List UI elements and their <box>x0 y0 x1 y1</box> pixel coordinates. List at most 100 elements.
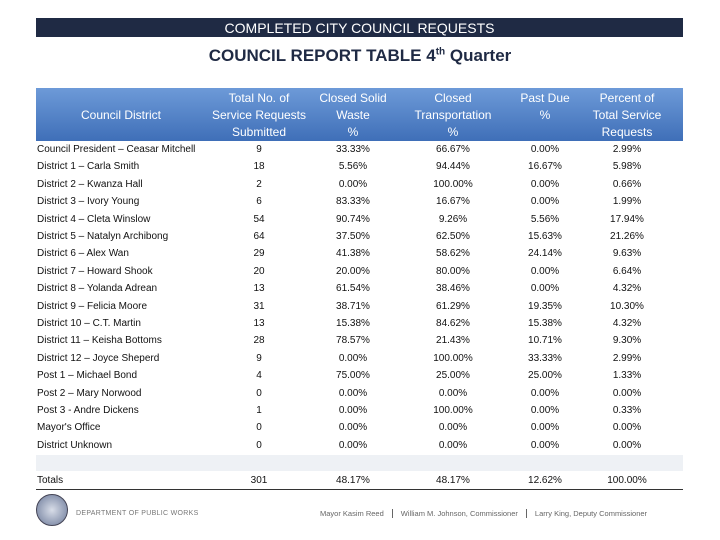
cell-value: 0.00% <box>530 405 560 416</box>
cell-value: 25.00% <box>436 370 470 382</box>
credits: Mayor Kasim Reed William M. Johnson, Comm… <box>312 509 656 518</box>
row-label: District 9 – Felicia Moore <box>37 300 148 312</box>
row-label: District 7 – Howard Shook <box>37 265 153 277</box>
cell-value: 9.63% <box>612 248 642 260</box>
cell-value: 5.56% <box>338 161 368 173</box>
cell-value: 9 <box>256 352 262 364</box>
department: DEPARTMENT OF PUBLIC WORKS <box>76 510 199 517</box>
cell-value: 15.63% <box>528 231 562 242</box>
cell-value: 4 <box>256 370 262 382</box>
title-text: COUNCIL REPORT TABLE 4 <box>208 46 436 65</box>
cell-value: 17.94% <box>610 213 644 225</box>
cell-value: 0.66% <box>612 178 642 190</box>
cell-value: 64 <box>253 231 265 242</box>
cell-value: 2.99% <box>612 352 642 364</box>
cell-value: 0.00% <box>612 387 642 399</box>
cell-value: 33.33% <box>336 144 370 155</box>
cell-value: 1 <box>256 405 262 416</box>
row-label: District 6 – Alex Wan <box>37 248 129 260</box>
header-cell: Past Due % <box>520 91 570 122</box>
cell-value: 10.30% <box>610 300 644 312</box>
cell-value: 19.35% <box>528 300 562 312</box>
cell-value: 4.32% <box>612 318 642 329</box>
cell-value: 38.71% <box>336 300 370 312</box>
cell-value: 31 <box>253 300 265 312</box>
cell-value: 0.00% <box>438 387 468 399</box>
cell-value: 20 <box>253 265 265 277</box>
cell-value: 4.32% <box>612 283 642 295</box>
cell-value: 0.00% <box>530 387 560 399</box>
cell-value: 0 <box>256 439 262 451</box>
cell-value: 5.98% <box>612 161 642 173</box>
header-cell: Closed Solid Waste % <box>319 91 387 139</box>
cell-value: 0.00% <box>438 422 468 434</box>
cell-value: 29 <box>253 248 265 260</box>
cell-value: 54 <box>253 213 265 225</box>
title: COUNCIL REPORT TABLE 4th Quarter <box>0 46 720 66</box>
cell-value: 301 <box>250 475 268 486</box>
cell-value: 37.50% <box>336 231 370 242</box>
cell-value: 0.00% <box>612 439 642 451</box>
cell-value: 13 <box>253 283 265 295</box>
header-cell: Percent of Total Service Requests <box>592 91 662 139</box>
row-label: District Unknown <box>37 439 113 451</box>
row-label: District 5 – Natalyn Archibong <box>37 231 169 242</box>
cell-value: 15.38% <box>336 318 370 329</box>
cell-value: 2 <box>256 178 262 190</box>
cell-value: 58.62% <box>436 248 470 260</box>
cell-value: 33.33% <box>528 352 562 364</box>
cell-value: 94.44% <box>436 161 470 173</box>
cell-value: 0.00% <box>530 439 560 451</box>
cell-value: 10.71% <box>528 335 562 347</box>
cell-value: 15.38% <box>528 318 562 329</box>
cell-value: 5.56% <box>530 213 560 225</box>
banner: COMPLETED CITY COUNCIL REQUESTS <box>36 18 683 37</box>
cell-value: 66.67% <box>436 144 470 155</box>
cell-value: 0.00% <box>338 178 368 190</box>
cell-value: 21.26% <box>610 231 644 242</box>
cell-value: 61.54% <box>336 283 370 295</box>
cell-value: 48.17% <box>336 475 370 486</box>
cell-value: 83.33% <box>336 196 370 208</box>
cell-value: 78.57% <box>336 335 370 347</box>
header-cell: Total No. of Service Requests Submitted <box>211 91 307 139</box>
cell-value: 1.33% <box>612 370 642 382</box>
cell-value: 1.99% <box>612 196 642 208</box>
cell-value: 0.00% <box>530 283 560 295</box>
cell-value: 0.00% <box>338 405 368 416</box>
cell-value: 41.38% <box>336 248 370 260</box>
row-label: District 1 – Carla Smith <box>37 161 140 173</box>
cell-value: 0 <box>256 422 262 434</box>
cell-value: 100.00% <box>433 352 473 364</box>
cell-value: 0.00% <box>338 387 368 399</box>
table-header: Council District Total No. of Service Req… <box>36 88 683 141</box>
row-label: Post 1 – Michael Bond <box>37 370 138 382</box>
cell-value: 0 <box>256 387 262 399</box>
cell-value: 0.33% <box>612 405 642 416</box>
header-cell: Council District <box>80 108 161 122</box>
cell-value: 12.62% <box>528 475 562 486</box>
cell-value: 48.17% <box>436 475 470 486</box>
totals-rule <box>36 489 683 490</box>
cell-value: 0.00% <box>438 439 468 451</box>
row-label: District 12 – Joyce Sheperd <box>37 352 160 364</box>
cell-value: 6.64% <box>612 265 642 277</box>
credit: Mayor Kasim Reed <box>320 509 384 518</box>
row-label: District 10 – C.T. Martin <box>37 318 141 329</box>
row-label: Mayor's Office <box>37 422 101 434</box>
row-label: Council President – Ceasar Mitchell <box>37 144 196 155</box>
spacer-band <box>36 455 683 471</box>
cell-value: 13 <box>253 318 265 329</box>
cell-value: 0.00% <box>612 422 642 434</box>
cell-value: 6 <box>256 196 262 208</box>
cell-value: 0.00% <box>530 196 560 208</box>
row-label: Post 3 - Andre Dickens <box>37 405 139 416</box>
cell-value: 62.50% <box>436 231 470 242</box>
cell-value: 16.67% <box>528 161 562 173</box>
title-sup: th <box>435 46 446 58</box>
row-label: District 3 – Ivory Young <box>37 196 140 208</box>
cell-value: 9 <box>256 144 262 155</box>
cell-value: 0.00% <box>338 422 368 434</box>
cell-value: 0.00% <box>338 439 368 451</box>
